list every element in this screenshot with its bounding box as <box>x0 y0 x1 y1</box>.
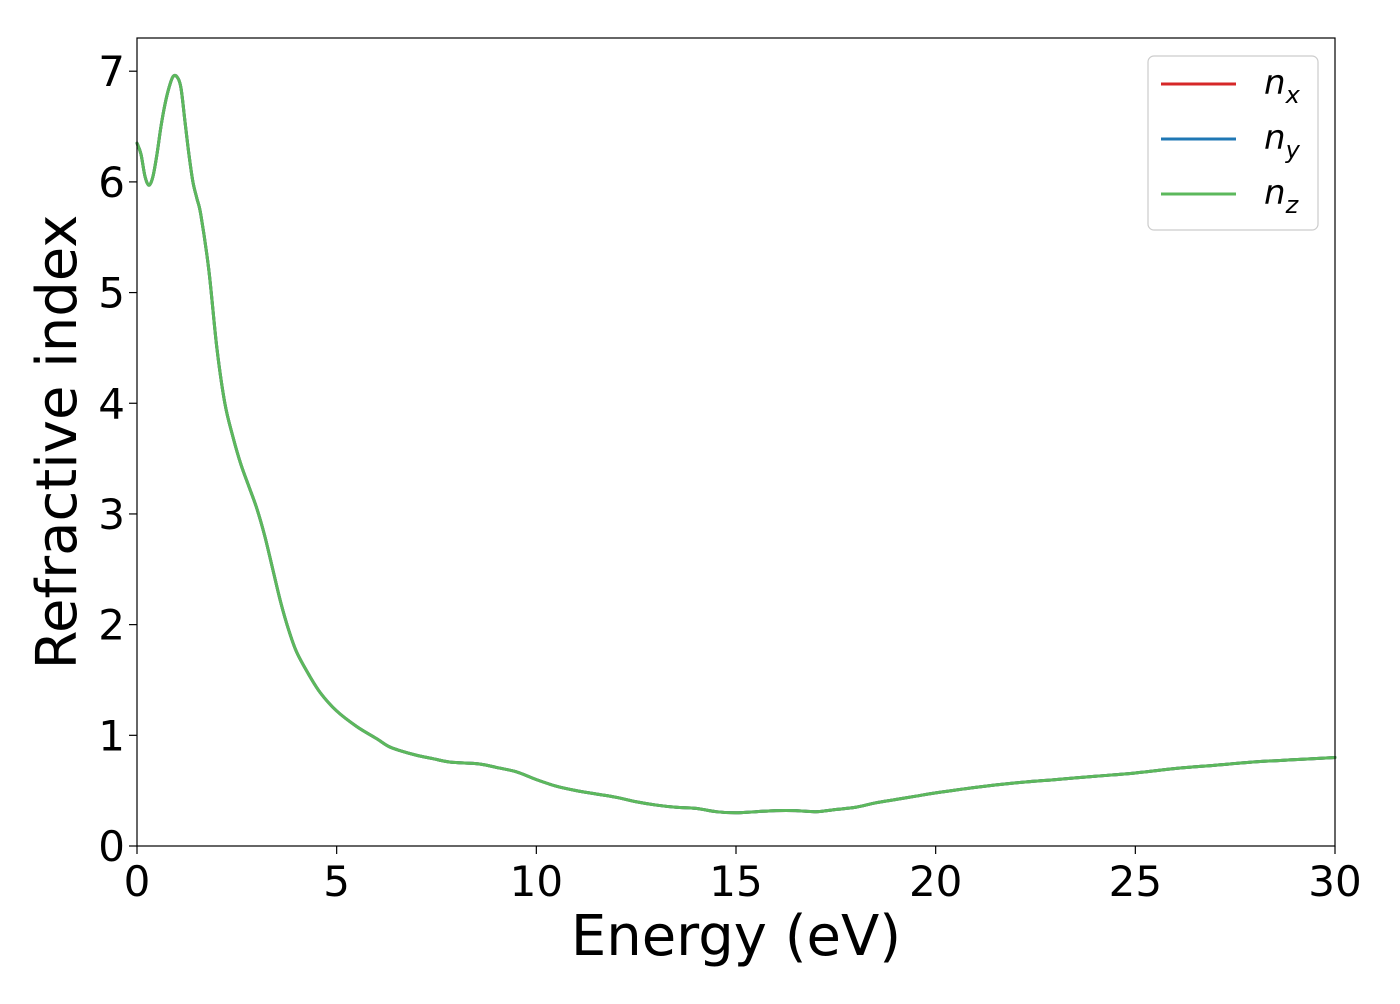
y-tick-label: 2 <box>98 601 125 650</box>
x-tick-label: 10 <box>510 857 563 906</box>
x-tick-label: 5 <box>323 857 350 906</box>
y-tick-label: 7 <box>98 47 125 96</box>
y-axis-label: Refractive index <box>25 215 90 670</box>
legend-label-main: n <box>1264 118 1286 158</box>
x-axis-ticks: 0 5 10 15 20 25 30 <box>124 846 1362 906</box>
legend-label-x: nx <box>1264 63 1301 109</box>
legend-box <box>1147 55 1319 231</box>
y-tick-label: 1 <box>98 711 125 760</box>
y-tick-label: 5 <box>98 269 125 318</box>
y-tick-label: 4 <box>98 379 125 428</box>
x-axis-label: Energy (eV) <box>571 904 901 969</box>
y-tick-label: 0 <box>98 822 125 871</box>
legend-label-subscript: y <box>1285 136 1301 164</box>
legend-label-y: ny <box>1264 118 1301 164</box>
legend-label-main: n <box>1264 173 1286 213</box>
legend-label-main: n <box>1264 63 1286 103</box>
y-tick-label: 6 <box>98 158 125 207</box>
x-tick-label: 20 <box>909 857 962 906</box>
legend-label-subscript: x <box>1285 81 1301 109</box>
series-layer <box>135 73 1337 815</box>
y-axis-ticks: 0 1 2 3 4 5 6 7 <box>98 47 137 871</box>
x-tick-label: 25 <box>1109 857 1162 906</box>
x-tick-label: 30 <box>1308 857 1361 906</box>
legend-label-subscript: z <box>1285 191 1300 219</box>
x-tick-label: 15 <box>709 857 762 906</box>
legend-label-z: nz <box>1264 173 1300 219</box>
y-tick-label: 3 <box>98 490 125 539</box>
series-line-z <box>135 73 1337 815</box>
x-tick-label: 0 <box>124 857 151 906</box>
